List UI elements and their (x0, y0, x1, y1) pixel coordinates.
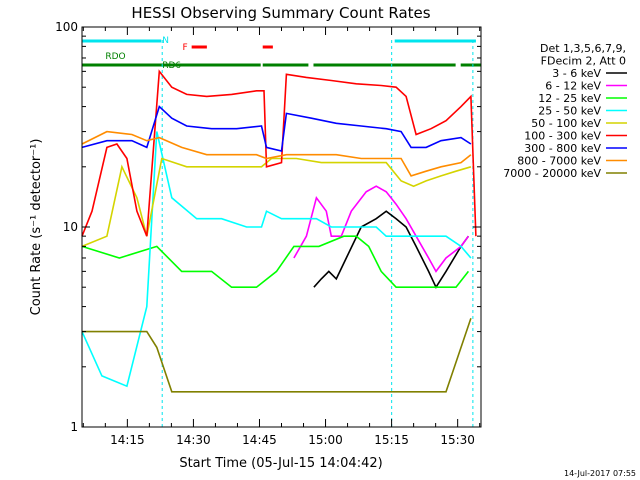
footer-date: 14-Jul-2017 07:55 (564, 469, 636, 478)
legend-header: FDecim 2, Att 0 (541, 55, 626, 68)
series-8 (82, 317, 472, 393)
flag-label-rdo: RDO (105, 52, 125, 62)
legend-label: 300 - 800 keV (524, 142, 601, 155)
series-line (81, 157, 472, 248)
x-tick-label: 15:30 (440, 433, 475, 447)
series-7 (81, 130, 472, 177)
x-tick-label: 15:15 (374, 433, 409, 447)
series-0 (313, 210, 470, 289)
x-tick-label: 14:45 (242, 433, 277, 447)
flag-label-f: F (183, 43, 188, 53)
plot-area: N F RDO RD6 (81, 36, 481, 427)
x-tick-label: 14:30 (176, 433, 211, 447)
series-line (81, 105, 472, 152)
x-tick-label: 14:15 (110, 433, 145, 447)
y-tick-label: 10 (63, 220, 78, 234)
axes: 14:15 14:30 14:45 15:00 15:15 15:30 1 10 100 (55, 20, 481, 447)
legend-label: 50 - 100 keV (531, 117, 601, 130)
series-4 (81, 157, 472, 248)
flag-label-rd6: RD6 (162, 61, 181, 71)
series-2 (81, 235, 470, 289)
series-line (81, 69, 477, 237)
flag-bars: N F RDO RD6 (82, 36, 481, 71)
legend-label: 6 - 12 keV (545, 80, 601, 93)
x-tick-label: 15:00 (308, 433, 343, 447)
legend-label: 3 - 6 keV (552, 67, 601, 80)
y-tick-label: 100 (55, 20, 78, 34)
series-3 (81, 131, 472, 388)
series-5 (81, 69, 477, 237)
x-axis-label: Start Time (05-Jul-15 14:04:42) (179, 456, 382, 471)
legend-label: 100 - 300 keV (524, 130, 601, 143)
series-6 (81, 105, 472, 152)
series-line (81, 131, 472, 388)
legend-label: 7000 - 20000 keV (503, 167, 601, 180)
legend-label: 25 - 50 keV (538, 105, 601, 118)
flag-label-n: N (162, 36, 169, 46)
series-line (81, 130, 472, 177)
series-1 (293, 185, 470, 273)
y-tick-label: 1 (70, 420, 78, 434)
y-axis-label: Count Rate (s⁻¹ detector⁻¹) (29, 139, 44, 316)
series-line (82, 317, 472, 393)
legend: Det 1,3,5,6,7,9,FDecim 2, Att 03 - 6 keV… (503, 42, 627, 180)
series-line (293, 185, 470, 273)
legend-label: 800 - 7000 keV (517, 155, 601, 168)
series-line (313, 210, 470, 289)
legend-header: Det 1,3,5,6,7,9, (540, 42, 626, 55)
series-line (81, 235, 470, 289)
chart-title: HESSI Observing Summary Count Rates (131, 4, 430, 22)
legend-label: 12 - 25 keV (538, 92, 601, 105)
